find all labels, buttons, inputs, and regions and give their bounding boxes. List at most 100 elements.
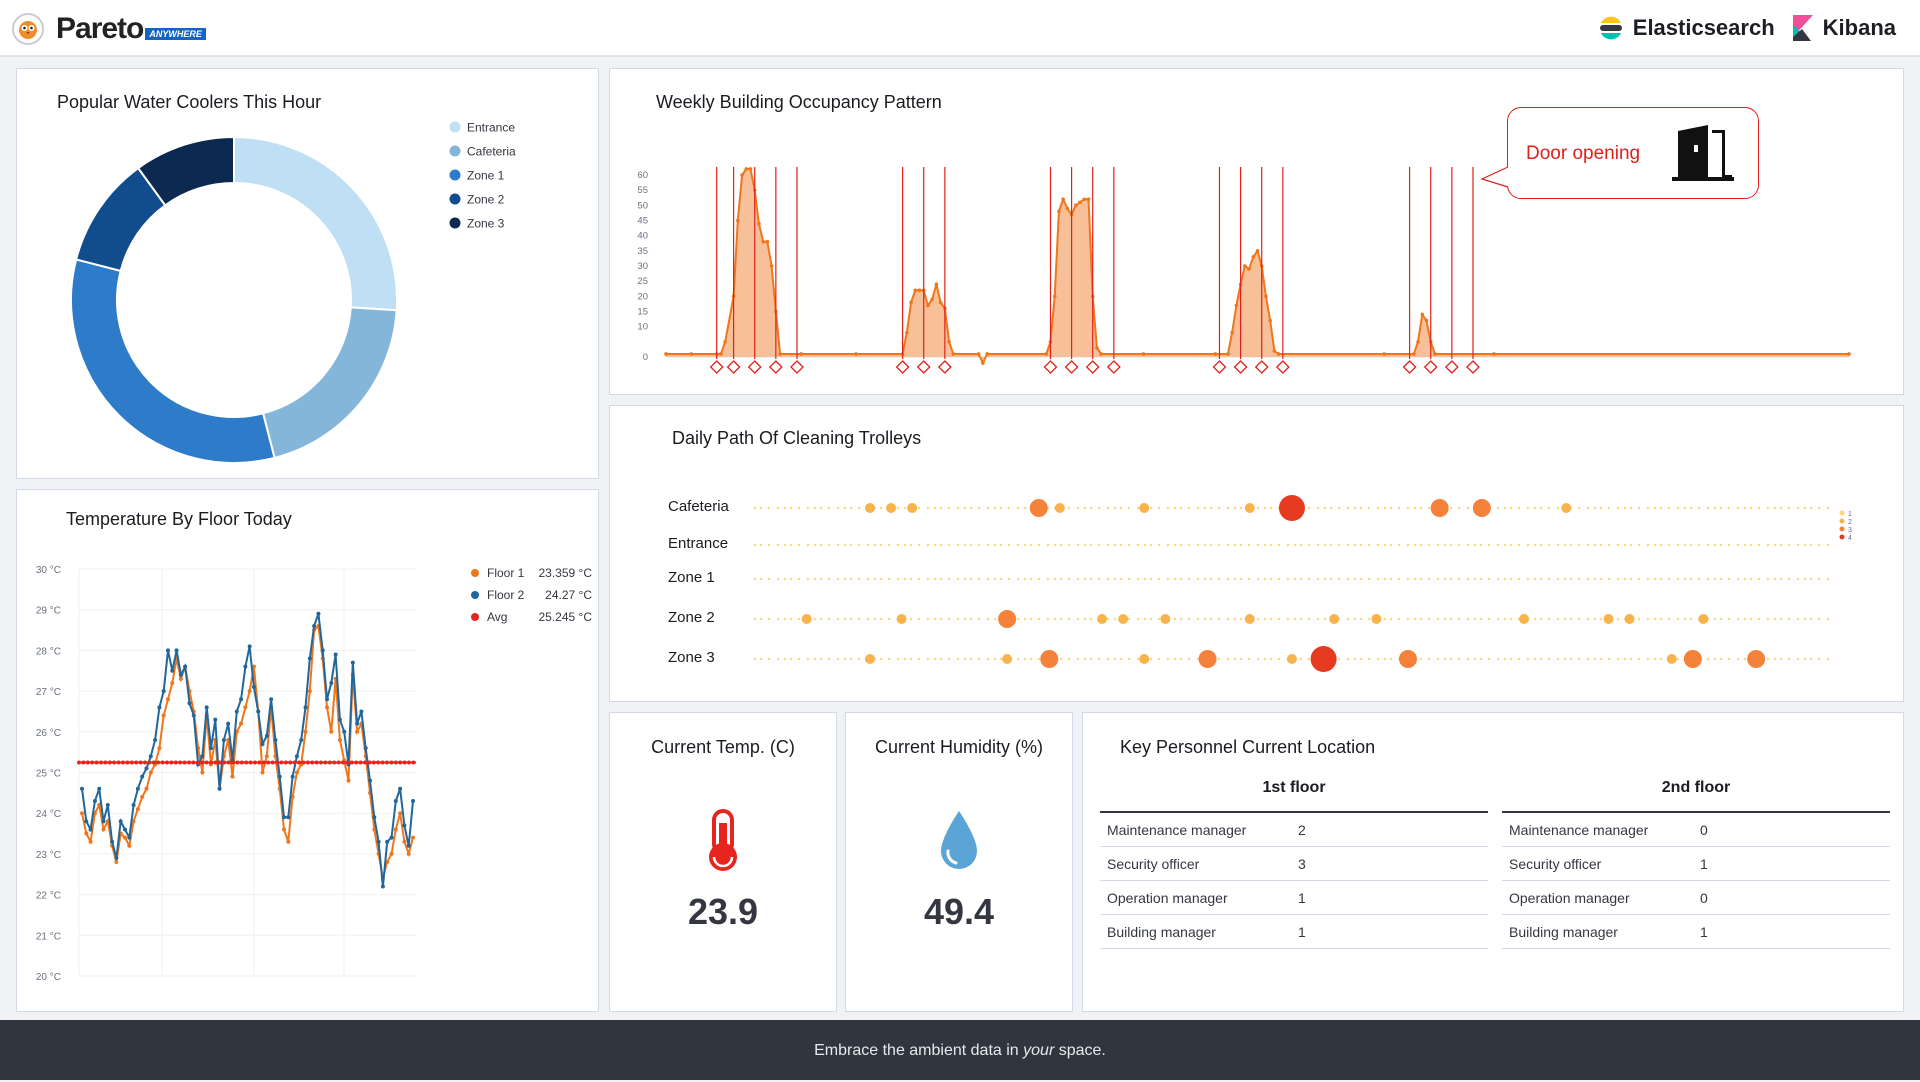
path-dot — [836, 617, 840, 621]
path-dot — [797, 506, 801, 510]
path-dot — [1263, 543, 1267, 547]
legend-label: Floor 1 — [487, 566, 525, 580]
path-dot — [1809, 577, 1813, 581]
path-dot — [1826, 617, 1830, 621]
door-marker-icon — [768, 360, 783, 374]
data-point — [349, 760, 354, 765]
data-point — [110, 839, 115, 844]
panel-title: Weekly Building Occupancy Pattern — [656, 92, 942, 112]
path-dot — [1149, 506, 1153, 510]
y-tick-label: 23 °C — [36, 850, 61, 861]
path-dot — [1727, 577, 1731, 581]
trolley-point — [1698, 614, 1709, 624]
path-dot — [1217, 506, 1221, 510]
data-point — [398, 760, 403, 765]
data-point — [398, 811, 403, 816]
path-dot — [1076, 577, 1080, 581]
y-tick-label: 28 °C — [36, 646, 61, 657]
data-point — [1057, 209, 1061, 214]
path-dot — [1383, 617, 1387, 621]
path-dot — [857, 577, 861, 581]
path-dot — [969, 617, 973, 621]
path-dot — [827, 543, 831, 547]
path-dot — [1629, 543, 1633, 547]
table-row: Building manager 1 — [1100, 914, 1488, 949]
vendor-elasticsearch[interactable]: Elasticsearch — [1597, 14, 1775, 42]
data-point — [1234, 303, 1239, 308]
path-dot — [1689, 617, 1693, 621]
water-coolers-donut-chart: Entrance Cafeteria Zone 1 Zone 2 Zone 3 — [70, 121, 516, 464]
path-dot — [1667, 543, 1671, 547]
path-dot — [1136, 577, 1140, 581]
path-dot — [1256, 506, 1260, 510]
path-dot — [1809, 657, 1813, 661]
metric-title: Current Humidity (%) — [874, 737, 1044, 757]
path-dot — [1217, 657, 1221, 661]
path-dot — [1713, 506, 1717, 510]
path-dot — [939, 617, 943, 621]
current-humidity-panel: Current Humidity (%) 49.4 — [845, 712, 1073, 1012]
path-dot — [789, 617, 793, 621]
data-point — [371, 760, 376, 765]
personnel-table-1st-floor: 1st floor Maintenance manager 2 Security … — [1100, 773, 1488, 949]
data-point — [209, 760, 213, 765]
path-dot — [1586, 506, 1590, 510]
path-dot — [1727, 657, 1731, 661]
path-dot — [933, 617, 937, 621]
path-dot — [1457, 617, 1461, 621]
path-dot — [1539, 617, 1543, 621]
data-point — [174, 648, 179, 653]
path-dot — [806, 543, 810, 547]
path-dot — [1157, 617, 1161, 621]
legend-swatch — [1839, 534, 1845, 540]
path-dot — [1496, 577, 1500, 581]
data-point — [299, 737, 304, 742]
path-dot — [1517, 657, 1521, 661]
path-dot — [1023, 506, 1027, 510]
path-dot — [1727, 543, 1731, 547]
trolley-point — [1278, 495, 1305, 521]
table-row: Security officer 1 — [1502, 846, 1890, 881]
data-point — [226, 721, 231, 726]
data-point — [402, 839, 407, 844]
path-dot — [1299, 543, 1303, 547]
path-dot — [1509, 577, 1513, 581]
brand-name: Pareto — [56, 12, 144, 45]
data-point — [251, 664, 256, 669]
data-point — [337, 717, 342, 722]
data-point — [761, 239, 765, 244]
path-dot — [1187, 506, 1191, 510]
path-dot — [1623, 657, 1627, 661]
data-point — [239, 697, 244, 702]
y-tick-label: 20 °C — [36, 972, 61, 983]
vendor-kibana[interactable]: Kibana — [1791, 13, 1896, 43]
path-dot — [963, 506, 967, 510]
metric-value: 23.9 — [687, 891, 759, 932]
path-dot — [939, 577, 943, 581]
data-point — [294, 770, 299, 775]
brand[interactable]: Pareto ANYWHERE — [12, 12, 206, 46]
data-point — [981, 361, 985, 365]
path-dot — [1496, 543, 1500, 547]
vendor-name-elasticsearch: Elasticsearch — [1632, 15, 1775, 40]
data-point — [116, 760, 121, 765]
path-dot — [1269, 617, 1273, 621]
path-dot — [783, 617, 787, 621]
data-point — [127, 843, 132, 848]
path-dot — [879, 577, 883, 581]
path-dot — [1803, 543, 1807, 547]
path-dot — [1449, 657, 1453, 661]
path-dot — [1509, 543, 1513, 547]
data-point — [333, 652, 338, 657]
brand-tag: ANYWHERE — [145, 28, 206, 40]
data-point — [376, 839, 381, 844]
path-dot — [1503, 543, 1507, 547]
path-dot — [1713, 617, 1717, 621]
path-dot — [1083, 617, 1087, 621]
data-point — [290, 774, 295, 779]
path-dot — [986, 577, 990, 581]
y-tick-label: 55 — [637, 185, 648, 196]
path-dot — [1067, 617, 1071, 621]
path-dot — [836, 657, 840, 661]
door-opening-callout: Door opening — [1507, 107, 1759, 199]
